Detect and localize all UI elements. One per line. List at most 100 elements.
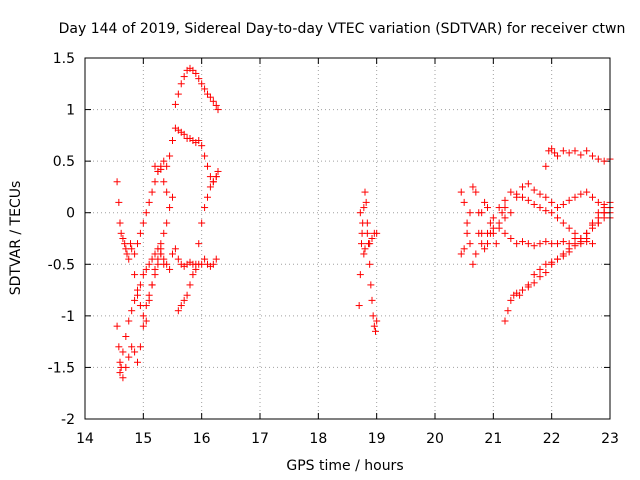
data-point <box>128 245 136 253</box>
data-point <box>154 167 162 175</box>
data-point <box>198 219 206 227</box>
data-point <box>136 229 144 237</box>
data-point <box>571 147 579 155</box>
data-point <box>148 281 156 289</box>
data-point <box>577 151 585 159</box>
data-point <box>139 312 147 320</box>
data-point <box>559 219 567 227</box>
series-late-upper <box>513 180 614 212</box>
data-point <box>469 260 477 268</box>
data-point <box>542 162 550 170</box>
data-point <box>594 155 602 163</box>
data-point <box>542 193 550 201</box>
x-tick-label: 17 <box>251 431 269 447</box>
data-point <box>495 219 503 227</box>
data-point <box>565 196 573 204</box>
data-point <box>594 219 602 227</box>
data-point <box>583 188 591 196</box>
axis-ticks <box>84 57 611 420</box>
data-point <box>530 271 538 279</box>
data-point <box>195 240 203 248</box>
data-point <box>154 260 162 268</box>
y-tick-label: 1 <box>66 103 75 119</box>
x-tick-label: 22 <box>543 431 561 447</box>
y-tick-label: 0.5 <box>53 154 75 170</box>
y-tick-label: -0.5 <box>48 257 75 273</box>
data-point <box>214 167 222 175</box>
data-point <box>548 145 556 153</box>
data-point <box>151 178 159 186</box>
data-point <box>355 302 363 310</box>
data-point <box>519 183 526 191</box>
data-point <box>366 240 374 248</box>
series-late-cluster-b <box>457 183 515 258</box>
data-point <box>524 180 532 188</box>
series-early-rising <box>174 167 222 315</box>
data-point <box>363 229 371 237</box>
x-tick-label: 18 <box>309 431 327 447</box>
data-point <box>142 209 150 217</box>
x-tick-label: 23 <box>601 431 619 447</box>
data-point <box>507 296 515 304</box>
data-point <box>472 250 480 258</box>
data-point <box>463 219 471 227</box>
y-tick-label: -1.5 <box>48 360 75 376</box>
data-point <box>166 265 174 273</box>
data-point <box>571 193 579 201</box>
data-point <box>183 291 191 299</box>
data-point <box>189 66 197 74</box>
data-point <box>136 281 144 289</box>
data-point <box>163 162 171 170</box>
series-early-mid-arc <box>151 124 220 186</box>
data-point <box>169 250 176 258</box>
data-point <box>201 152 209 160</box>
data-point <box>148 188 156 196</box>
series-mid-cluster <box>355 188 381 335</box>
data-point <box>589 224 596 232</box>
chart-title: Day 144 of 2019, Sidereal Day-to-day VTE… <box>59 21 626 37</box>
data-point <box>507 188 515 196</box>
data-point <box>530 279 538 287</box>
data-point <box>192 69 200 77</box>
data-point <box>472 188 480 196</box>
data-point <box>589 193 596 201</box>
data-point <box>166 152 174 160</box>
data-point <box>125 353 133 361</box>
data-point <box>478 240 486 248</box>
data-point <box>160 157 168 165</box>
x-tick-label: 16 <box>193 431 211 447</box>
data-point <box>565 245 573 253</box>
data-point <box>356 209 364 217</box>
data-point <box>136 343 144 351</box>
data-point <box>571 240 579 248</box>
data-point <box>542 269 550 277</box>
data-point <box>559 147 567 155</box>
data-point <box>212 101 220 109</box>
data-point <box>180 130 188 138</box>
data-point <box>536 190 544 198</box>
data-point <box>475 209 483 217</box>
data-point <box>600 209 608 217</box>
data-point <box>358 240 365 248</box>
data-point <box>516 291 524 299</box>
data-point <box>501 229 509 237</box>
data-point <box>481 245 489 253</box>
grid <box>85 58 610 419</box>
data-point <box>469 183 477 191</box>
data-point <box>119 235 127 242</box>
data-point <box>122 332 130 340</box>
data-point <box>460 245 468 253</box>
data-point <box>513 240 521 248</box>
data-point <box>600 157 608 165</box>
data-point <box>372 327 379 335</box>
y-tick-label: 0 <box>66 206 75 222</box>
data-point <box>489 224 497 232</box>
plot-frame <box>84 57 611 420</box>
data-point <box>214 106 222 114</box>
series-early-cluster-a <box>113 162 171 263</box>
data-point <box>507 235 515 242</box>
data-point <box>139 322 147 330</box>
data-point <box>356 271 364 279</box>
data-point <box>201 85 209 93</box>
data-point <box>559 250 567 258</box>
